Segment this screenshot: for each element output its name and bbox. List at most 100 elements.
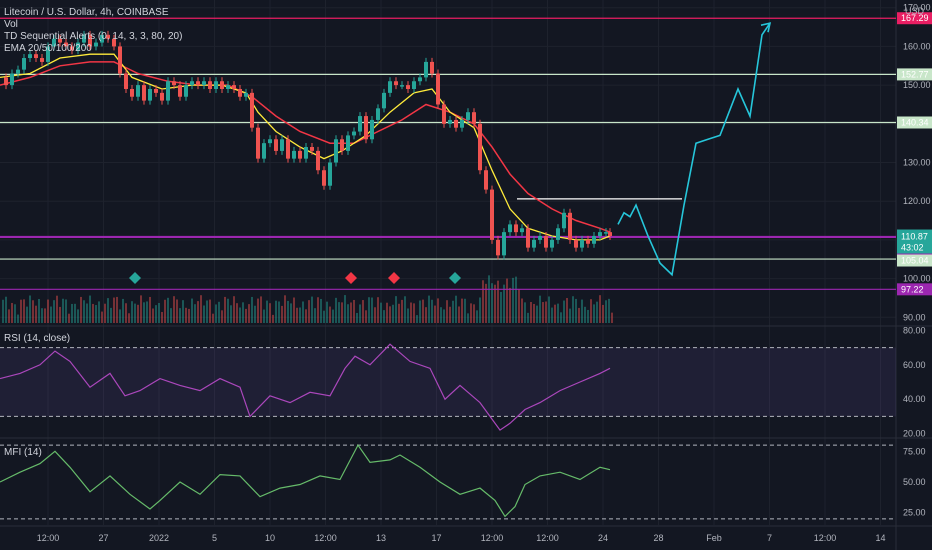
volume-bar [380, 302, 382, 323]
level-tag [897, 68, 932, 81]
volume-bar [254, 305, 256, 323]
volume-bar [560, 312, 562, 323]
rsi-pane-label[interactable]: RSI (14, close) [4, 333, 71, 344]
volume-bar [146, 301, 148, 323]
volume-bar [11, 302, 13, 323]
volume-bar [152, 308, 154, 323]
rsi-tick-label: 20.00 [903, 429, 926, 439]
volume-bar [314, 308, 316, 323]
volume-bar [200, 295, 202, 323]
volume-bar [95, 305, 97, 323]
volume-bar [305, 309, 307, 323]
volume-bar [221, 310, 223, 323]
volume-bar [263, 309, 265, 323]
volume-bar [80, 296, 82, 323]
volume-bar [503, 284, 505, 323]
volume-bar [437, 298, 439, 323]
mfi-tick-label: 75.00 [903, 446, 926, 456]
volume-bar [362, 300, 364, 323]
volume-bar [188, 308, 190, 323]
volume-bar [353, 299, 355, 323]
volume-bar [356, 312, 358, 323]
volume-bar [47, 299, 49, 323]
volume-bar [137, 304, 139, 323]
rsi-tick-label: 40.00 [903, 394, 926, 404]
volume-bar [587, 309, 589, 323]
rsi-line [0, 343, 611, 431]
td-sequential-legend[interactable]: TD Sequential Alerts (0, 14, 3, 3, 80, 2… [4, 31, 183, 42]
volume-bar [269, 303, 271, 323]
volume-bar [392, 304, 394, 323]
volume-bar [584, 306, 586, 323]
volume-bar [350, 302, 352, 323]
time-tick-label: 12:00 [37, 533, 60, 543]
mfi-pane-label[interactable]: MFI (14) [4, 447, 42, 458]
volume-bar [497, 280, 499, 323]
sell-signal-icon [345, 272, 357, 284]
volume-bar [266, 300, 268, 323]
currency-label[interactable]: USD [904, 6, 924, 16]
volume-legend[interactable]: Vol [4, 19, 18, 30]
projection-line [617, 22, 771, 277]
price-tick-label: 120.00 [903, 196, 931, 206]
volume-bar [422, 299, 424, 323]
level-tag [897, 283, 932, 296]
volume-bar [332, 309, 334, 323]
volume-bar [371, 297, 373, 323]
rsi-pane [0, 343, 896, 431]
time-axis[interactable]: 12:00 27 2022 5 10 12:00 13 17 12:00 12:00 24 28 Feb… [37, 533, 886, 543]
ema-legend[interactable]: EMA 20/50/100/200 [4, 43, 92, 54]
volume-bar [383, 310, 385, 323]
volume-bar [185, 307, 187, 323]
mfi-line [0, 443, 611, 518]
volume-bar [329, 306, 331, 323]
volume-bar [521, 298, 523, 323]
level-tag [897, 116, 932, 129]
volume-bar [404, 296, 406, 323]
volume-bar [302, 301, 304, 323]
volume-bar [395, 296, 397, 323]
volume-bar [599, 295, 601, 323]
volume-bar [59, 306, 61, 323]
mfi-pane [0, 443, 896, 520]
mfi-tick-label: 50.00 [903, 477, 926, 487]
volume-bar [335, 297, 337, 323]
volume-bar [347, 304, 349, 323]
volume-bar [416, 315, 418, 323]
volume-bar [194, 304, 196, 323]
volume-bar [464, 298, 466, 323]
volume-bar [479, 297, 481, 323]
volume-bar [443, 309, 445, 323]
level-tag-label: 105.04 [901, 256, 929, 266]
volume-bar [602, 304, 604, 323]
level-tag-label: 152.77 [901, 69, 929, 79]
volume-bar [548, 296, 550, 323]
volume-bar [245, 308, 247, 323]
volume-bar [455, 295, 457, 323]
volume-bar [374, 307, 376, 323]
volume-bar [359, 304, 361, 323]
volume-bar [134, 303, 136, 323]
volume-bar [581, 299, 583, 323]
volume-bar [290, 303, 292, 323]
rsi-band [0, 347, 896, 417]
volume-bar [410, 302, 412, 323]
price-axis[interactable]: 170.00160.00150.00140.00130.00120.00110.… [897, 3, 932, 518]
volume-bar [470, 303, 472, 323]
volume-bar [77, 309, 79, 323]
symbol-title[interactable]: Litecoin / U.S. Dollar, 4h, COINBASE [4, 7, 169, 18]
volume-bar [149, 296, 151, 323]
volume-bar [518, 289, 520, 323]
volume-bar [536, 305, 538, 323]
horizontal-levels[interactable] [0, 17, 896, 290]
volume-bar [83, 300, 85, 323]
volume-bar [473, 304, 475, 323]
volume-bar [500, 291, 502, 323]
volume-bar [476, 310, 478, 323]
volume-bar [218, 301, 220, 323]
projection-drawing[interactable] [617, 22, 772, 277]
volume-bar [35, 305, 37, 323]
volume-bar [140, 295, 142, 323]
volume-bar [485, 283, 487, 323]
